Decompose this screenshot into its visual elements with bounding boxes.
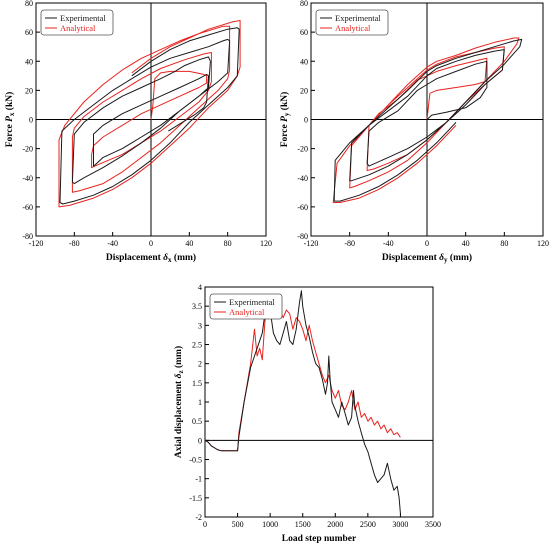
series-line-experimental [59, 27, 240, 205]
y-tick-label: -1.5 [189, 494, 202, 503]
x-axis-label: Displacement δy (mm) [382, 252, 472, 264]
x-tick-label: -80 [69, 239, 80, 248]
y-tick-label: -40 [297, 174, 308, 183]
x-tick-label: 120 [260, 239, 272, 248]
y-tick-label: -20 [297, 145, 308, 154]
y-tick-label: 40 [25, 57, 33, 66]
y-tick-label: 3 [198, 321, 202, 330]
x-tick-label: 80 [224, 239, 232, 248]
series-line-experimental [333, 38, 523, 202]
legend-label-analytical: Analytical [229, 307, 265, 317]
chart-1: -120 -80 -40 0 40 80 120-80-60-40-20020406080D… [4, 0, 272, 264]
y-tick-label: -2 [195, 513, 202, 522]
y-tick-label: -60 [297, 203, 308, 212]
series-line-analytical [58, 20, 241, 208]
legend-box [315, 9, 389, 36]
y-tick-label: 80 [300, 0, 308, 8]
chart-3: 0 500 1000 1500 2000 2500 3000 3500 -2 -1.5 -1 -0.5… [173, 283, 441, 544]
y-tick-label: 80 [25, 0, 33, 8]
series-line-experimental [204, 290, 401, 514]
x-tick-label: 80 [500, 239, 508, 248]
y-tick-label: 0.5 [192, 417, 202, 426]
legend-label-experimental: Experimental [60, 13, 106, 23]
chart-2: -120 -80 -40 0 40 80 120-80-60-40-20020406080D… [279, 0, 549, 264]
x-tick-label: 2500 [360, 520, 376, 529]
x-tick-label: 0 [149, 239, 153, 248]
x-tick-label: 1000 [262, 520, 278, 529]
y-axis-label: Axial displacement δz (mm) [173, 346, 185, 458]
y-tick-label: 0 [304, 116, 308, 125]
plot-frame [204, 286, 434, 518]
y-tick-label: 60 [25, 28, 33, 37]
legend-box [40, 9, 114, 36]
x-axis-label: Load step number [282, 534, 357, 544]
legend-label-analytical: Analytical [60, 23, 96, 33]
x-tick-label: 500 [232, 520, 244, 529]
y-tick-label: 1.5 [192, 379, 202, 388]
y-tick-label: 2.5 [192, 341, 202, 350]
y-axis-label: Force Px (kN) [4, 92, 16, 148]
x-tick-label: 120 [537, 239, 549, 248]
x-tick-label: 3500 [425, 520, 441, 529]
x-tick-label: 3000 [392, 520, 408, 529]
y-tick-label: 4 [198, 283, 202, 292]
y-tick-label: -80 [22, 232, 33, 241]
x-tick-label: 2000 [327, 520, 343, 529]
legend-label-experimental: Experimental [229, 297, 275, 307]
series-line-analytical [204, 301, 401, 452]
x-axis-label: Displacement δx (mm) [106, 252, 196, 264]
x-tick-label: 0 [203, 520, 207, 529]
x-tick-label: 40 [462, 239, 470, 248]
x-tick-label: 0 [425, 239, 429, 248]
x-tick-label: -80 [344, 239, 355, 248]
y-tick-label: -0.5 [189, 456, 202, 465]
y-tick-label: 20 [300, 86, 308, 95]
y-tick-label: 60 [300, 28, 308, 37]
legend-label-analytical: Analytical [335, 23, 371, 33]
y-tick-label: -20 [22, 145, 33, 154]
y-tick-label: -80 [297, 232, 308, 241]
y-tick-label: 3.5 [192, 302, 202, 311]
y-tick-label: 0 [198, 436, 202, 445]
y-tick-label: -40 [22, 174, 33, 183]
y-tick-label: 0 [29, 116, 33, 125]
x-tick-label: 40 [185, 239, 193, 248]
y-tick-label: 40 [300, 57, 308, 66]
x-tick-label: -40 [107, 239, 118, 248]
y-axis-label: Force Py (kN) [279, 92, 291, 148]
x-tick-label: -120 [304, 239, 319, 248]
x-tick-label: -40 [383, 239, 394, 248]
y-tick-label: -60 [22, 203, 33, 212]
y-tick-label: -1 [195, 475, 202, 484]
x-tick-label: 1500 [295, 520, 311, 529]
legend-box [209, 293, 283, 320]
x-tick-label: -120 [29, 239, 44, 248]
y-tick-label: 2 [198, 360, 202, 369]
y-tick-label: 1 [198, 398, 202, 407]
y-tick-label: 20 [25, 86, 33, 95]
legend-label-experimental: Experimental [335, 13, 381, 23]
